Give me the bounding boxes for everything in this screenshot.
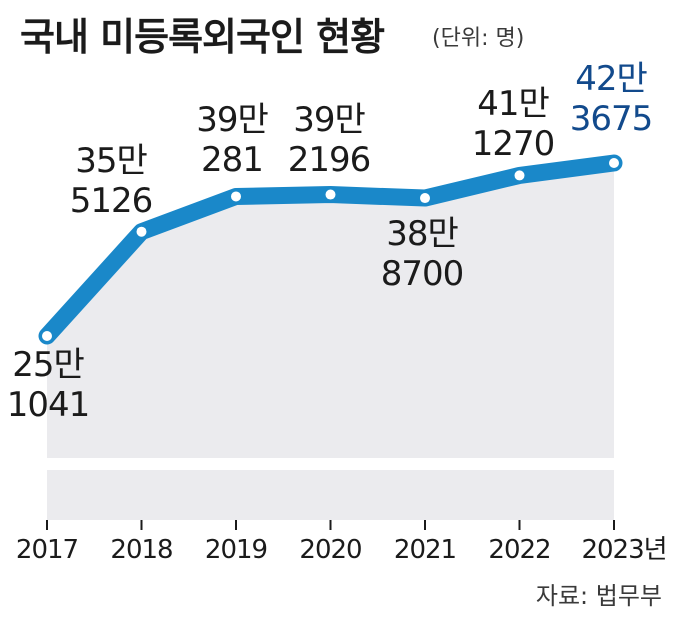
x-tick-label: 2018 bbox=[110, 535, 172, 565]
data-label: 38만 8700 bbox=[381, 214, 464, 294]
axis-band bbox=[47, 470, 614, 520]
x-tick-label: 2019 bbox=[205, 535, 267, 565]
x-tick-label: 2023년 bbox=[581, 535, 666, 565]
data-point bbox=[514, 170, 525, 181]
data-point bbox=[42, 331, 52, 341]
x-tick-label: 2020 bbox=[299, 535, 361, 565]
chart-area bbox=[47, 163, 614, 458]
source-note: 자료: 법무부 bbox=[535, 582, 662, 610]
x-tick-label: 2017 bbox=[16, 535, 78, 565]
data-label: 39만 281 bbox=[196, 100, 268, 180]
data-point bbox=[420, 193, 430, 204]
data-label: 39만 2196 bbox=[288, 100, 371, 180]
chart-title: 국내 미등록외국인 현황 bbox=[20, 15, 385, 59]
x-tick-label: 2021 bbox=[394, 535, 456, 565]
data-point bbox=[609, 158, 619, 168]
unit-note: (단위: 명) bbox=[432, 26, 525, 51]
data-label: 41만 1270 bbox=[472, 84, 555, 164]
data-label: 25만 1041 bbox=[7, 345, 90, 425]
data-label: 42만 3675 bbox=[570, 59, 653, 139]
data-point bbox=[136, 226, 147, 237]
x-tick-label: 2022 bbox=[488, 535, 550, 565]
data-label: 35만 5126 bbox=[70, 141, 153, 221]
data-point bbox=[231, 191, 241, 202]
data-point bbox=[325, 189, 336, 200]
